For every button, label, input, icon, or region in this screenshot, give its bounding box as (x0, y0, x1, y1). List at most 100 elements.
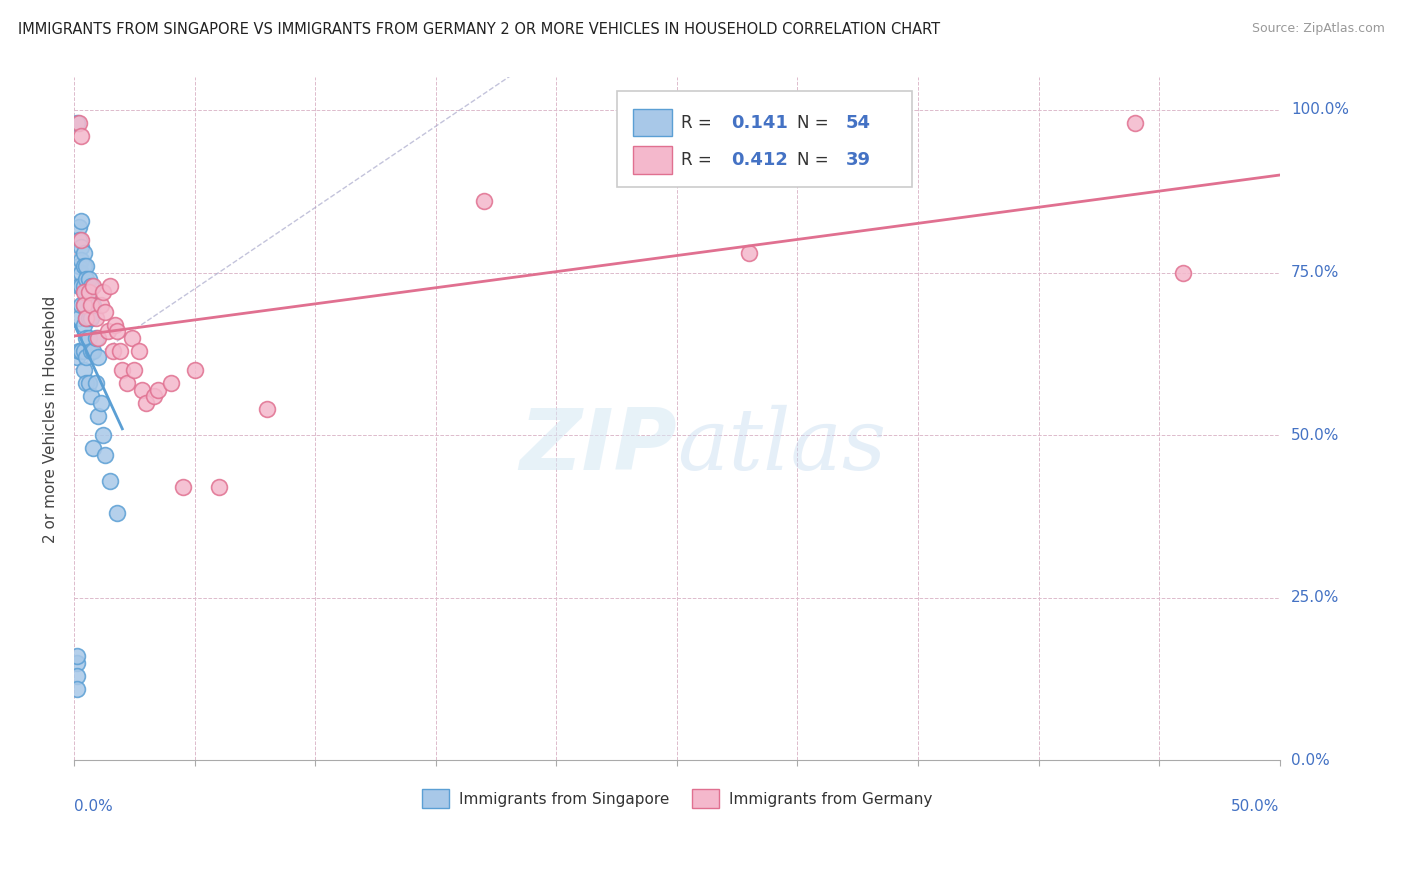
Point (91, 285, 114, 299)
Point (82, 298, 104, 312)
Point (82, 441, 104, 455)
Point (82, 278, 104, 293)
Point (65, 669, 87, 683)
Point (70, 128, 93, 143)
Point (77, 330, 100, 344)
Point (67, 311, 90, 326)
Point (65, 116, 87, 130)
Text: N =: N = (797, 151, 834, 169)
Point (75, 330, 97, 344)
Point (73, 278, 96, 293)
Point (1173, 266, 1195, 280)
Point (82, 343, 104, 358)
Point (142, 389, 165, 403)
Point (94, 448, 117, 462)
Text: 100.0%: 100.0% (1291, 103, 1348, 118)
Text: N =: N = (797, 113, 834, 131)
Point (77, 376, 100, 391)
Point (70, 278, 93, 293)
Point (75, 285, 97, 299)
Point (65, 656, 87, 670)
Point (73, 318, 96, 332)
Point (87, 409, 110, 423)
Point (208, 480, 231, 494)
Y-axis label: 2 or more Vehicles in Household: 2 or more Vehicles in Household (44, 295, 58, 542)
Text: 0.0%: 0.0% (1291, 753, 1330, 768)
Text: atlas: atlas (676, 405, 886, 488)
Point (73, 363, 96, 377)
FancyBboxPatch shape (617, 91, 912, 186)
Point (172, 480, 194, 494)
Point (111, 363, 134, 377)
Point (1123, 116, 1146, 130)
Point (101, 343, 124, 358)
Point (183, 363, 205, 377)
Point (75, 311, 97, 326)
Point (73, 343, 96, 358)
Point (84, 311, 107, 326)
Point (84, 376, 107, 391)
Point (87, 350, 110, 364)
Point (84, 330, 107, 344)
Point (67, 116, 90, 130)
Point (73, 298, 96, 312)
Point (90, 395, 112, 409)
Point (87, 330, 110, 344)
Point (73, 285, 96, 299)
Text: 39: 39 (845, 151, 870, 169)
Point (124, 363, 146, 377)
Point (70, 266, 93, 280)
Point (159, 376, 181, 391)
Point (80, 298, 103, 312)
Point (80, 343, 103, 358)
Point (104, 318, 127, 332)
Point (75, 376, 97, 391)
Point (67, 233, 90, 247)
Text: R =: R = (681, 113, 717, 131)
Point (90, 298, 112, 312)
Point (738, 246, 761, 260)
Point (128, 343, 150, 358)
Point (67, 220, 90, 235)
Point (70, 343, 93, 358)
Point (65, 350, 87, 364)
Point (65, 649, 87, 664)
Text: 54: 54 (845, 113, 870, 131)
Point (77, 311, 100, 326)
Text: 0.141: 0.141 (731, 113, 787, 131)
FancyBboxPatch shape (634, 146, 672, 174)
Point (98, 278, 121, 293)
Point (70, 233, 93, 247)
Text: 0.0%: 0.0% (75, 799, 112, 814)
Point (256, 402, 278, 417)
Point (80, 311, 103, 326)
Point (107, 324, 129, 338)
Point (131, 383, 153, 397)
Point (70, 252, 93, 267)
Text: IMMIGRANTS FROM SINGAPORE VS IMMIGRANTS FROM GERMANY 2 OR MORE VEHICLES IN HOUSE: IMMIGRANTS FROM SINGAPORE VS IMMIGRANTS … (18, 22, 941, 37)
Text: 25.0%: 25.0% (1291, 591, 1339, 606)
Point (67, 343, 90, 358)
Text: 0.412: 0.412 (731, 151, 787, 169)
Point (115, 376, 138, 391)
Point (73, 298, 96, 312)
Point (70, 298, 93, 312)
Legend: Immigrants from Singapore, Immigrants from Germany: Immigrants from Singapore, Immigrants fr… (416, 783, 938, 814)
Point (75, 259, 97, 273)
Point (75, 272, 97, 286)
Point (65, 681, 87, 696)
Point (859, 116, 882, 130)
Point (73, 259, 96, 273)
Point (148, 383, 170, 397)
Point (135, 395, 157, 409)
FancyBboxPatch shape (634, 109, 672, 136)
Text: 75.0%: 75.0% (1291, 265, 1339, 280)
Point (67, 278, 90, 293)
Point (94, 304, 117, 318)
Text: R =: R = (681, 151, 717, 169)
Text: 50.0%: 50.0% (1291, 427, 1339, 442)
Point (91, 428, 114, 442)
Point (472, 194, 495, 208)
Point (121, 330, 143, 344)
Text: 50.0%: 50.0% (1232, 799, 1279, 814)
